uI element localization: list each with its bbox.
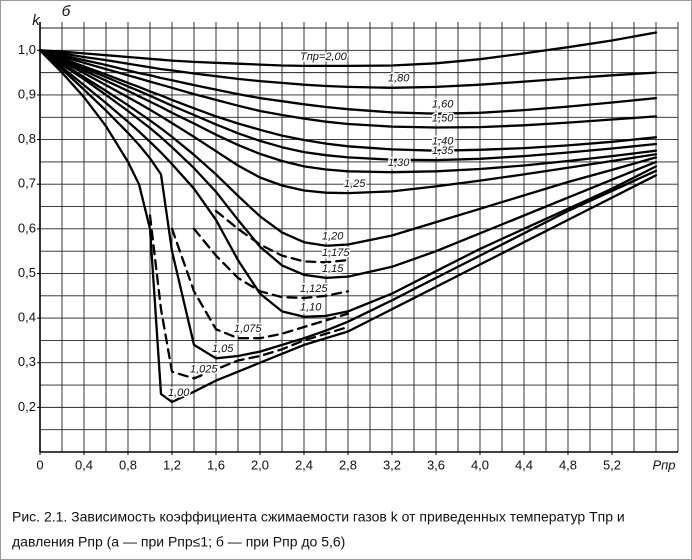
curve-label: 1,60 xyxy=(432,99,454,111)
curve xyxy=(38,49,658,360)
curve-label: 1,00 xyxy=(168,387,190,399)
x-tick-label: 2,0 xyxy=(251,457,269,472)
curve xyxy=(192,227,350,300)
curve-label: 1,20 xyxy=(322,231,344,243)
y-tick-label: 0,8 xyxy=(18,131,36,146)
panel-label: б xyxy=(62,3,71,20)
x-tick-label: 0,8 xyxy=(119,457,137,472)
y-tick-label: 0,4 xyxy=(18,310,36,325)
curve xyxy=(38,49,658,404)
x-tick-label: 4,4 xyxy=(515,457,533,472)
curve-label: 1,05 xyxy=(212,343,234,355)
x-tick-label: 1,6 xyxy=(207,457,225,472)
x-tick-label: 3,2 xyxy=(383,457,401,472)
curve xyxy=(38,49,658,174)
y-tick-label: 0,5 xyxy=(18,265,36,280)
curve-label: 1,075 xyxy=(234,323,262,335)
x-tick-label: 3,6 xyxy=(427,457,445,472)
curve-label: 1,30 xyxy=(388,157,410,169)
caption-line: Рис. 2.1. Зависимость коэффициента сжима… xyxy=(12,509,625,525)
curve-label: 1,35 xyxy=(432,145,454,157)
curve xyxy=(170,227,350,340)
x-tick-label: 4,0 xyxy=(471,457,489,472)
curve xyxy=(38,49,658,247)
y-tick-label: 0,7 xyxy=(18,176,36,191)
y-tick-label: 0,9 xyxy=(18,86,36,101)
curve xyxy=(38,49,658,162)
y-axis-label: k xyxy=(32,12,41,29)
curve-label: 1,025 xyxy=(190,363,218,375)
curve xyxy=(38,49,658,318)
x-tick-label: 5,2 xyxy=(603,457,621,472)
x-tick-label: 2,8 xyxy=(339,457,357,472)
curve xyxy=(38,49,658,129)
x-tick-label: 4,8 xyxy=(559,457,577,472)
y-tick-label: 0,6 xyxy=(18,220,36,235)
curve-label: 1,50 xyxy=(432,112,454,124)
curve-label: 1,175 xyxy=(322,247,350,259)
curve-label: 1,40 xyxy=(432,136,454,148)
curve xyxy=(38,49,658,152)
x-tick-label: 1,2 xyxy=(163,457,181,472)
curve-label: 1,10 xyxy=(300,302,322,314)
curve xyxy=(148,214,350,380)
curve-label: 1,25 xyxy=(344,178,366,190)
x-tick-label: 2,4 xyxy=(295,457,313,472)
curve-label: 1,15 xyxy=(322,263,344,275)
y-tick-label: 0,2 xyxy=(18,399,36,414)
curve-label: 1,80 xyxy=(388,73,410,85)
x-axis-label: Pпр xyxy=(652,457,675,472)
curve xyxy=(38,49,658,195)
y-tick-label: 0,3 xyxy=(18,354,36,369)
caption-line: давления Pпр (а — при Pпр≤1; б — при Pпр… xyxy=(12,534,345,550)
curve xyxy=(38,49,658,89)
curve xyxy=(38,31,658,68)
x-tick-label: 0 xyxy=(36,457,43,472)
curve xyxy=(38,49,658,280)
y-tick-label: 1,0 xyxy=(18,42,36,57)
curve xyxy=(214,209,350,264)
curve xyxy=(38,49,658,115)
curve-label: Tпр=2,00 xyxy=(300,51,348,63)
curve-label: 1,125 xyxy=(300,283,328,295)
x-tick-label: 0,4 xyxy=(75,457,93,472)
